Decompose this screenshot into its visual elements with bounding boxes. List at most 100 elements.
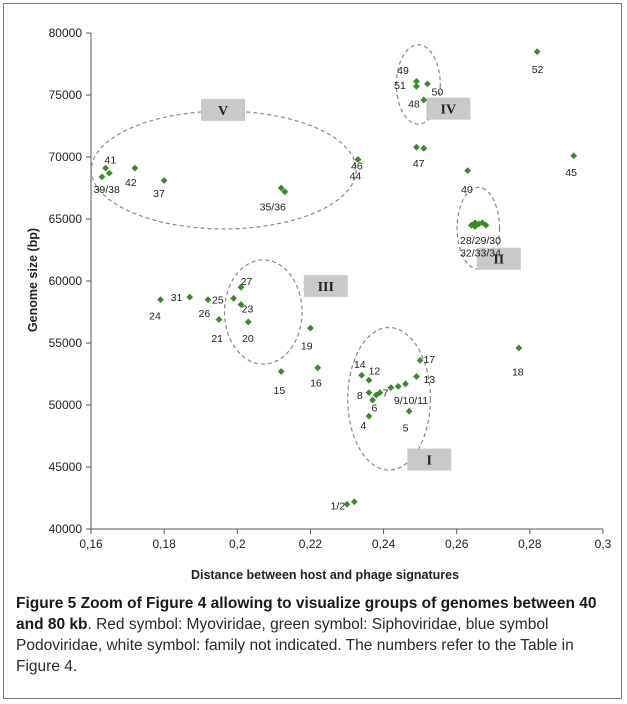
y-axis-title: Genome size (bp) — [26, 228, 40, 332]
point-label: 14 — [354, 359, 366, 371]
scatter-chart: 0,16 0,18 0,2 0,22 0,24 0,26 0,28 0,34000045000… — [26, 26, 612, 582]
data-point — [102, 164, 110, 172]
y-tick-label: 55000 — [49, 336, 83, 350]
caption-text: . Red symbol: Myoviridae, green symbol: … — [16, 616, 574, 675]
data-point — [281, 188, 289, 196]
group-ellipse — [90, 110, 357, 230]
data-point — [244, 318, 252, 326]
data-point — [369, 396, 376, 404]
point-label: 41 — [105, 154, 117, 166]
point-label: 48 — [408, 99, 420, 111]
point-label: 35/36 — [260, 202, 286, 214]
point-label: 25 — [212, 295, 224, 307]
point-label: 8 — [357, 390, 363, 402]
data-point — [354, 156, 362, 163]
data-point — [186, 293, 194, 301]
point-label: 12 — [369, 365, 381, 377]
point-label: 47 — [413, 158, 425, 170]
point-label: 19 — [301, 340, 313, 352]
y-tick-label: 50000 — [49, 398, 83, 412]
figure-label: Figure 5 — [16, 595, 77, 612]
figure-caption: Figure 5 Zoom of Figure 4 allowing to vi… — [16, 593, 616, 677]
data-point — [230, 294, 238, 302]
y-tick-label: 45000 — [49, 460, 83, 474]
data-point — [413, 82, 420, 90]
point-label: 6 — [372, 402, 378, 414]
data-point — [413, 373, 420, 380]
x-tick-label: 0,2 — [229, 537, 246, 551]
x-axis-title: Distance between host and phage signatur… — [191, 568, 459, 582]
data-point — [464, 167, 472, 175]
data-point — [365, 412, 373, 420]
y-tick-label: 80000 — [49, 26, 83, 40]
group-label-box — [201, 98, 246, 121]
data-point — [570, 152, 578, 160]
x-tick-label: 0,16 — [79, 537, 103, 551]
point-label: 4 — [361, 420, 367, 432]
data-point — [394, 383, 402, 390]
chart-axes: 0,16 0,18 0,2 0,22 0,24 0,26 0,28 0,34000045000… — [49, 26, 612, 551]
point-label: 24 — [149, 311, 161, 323]
data-point — [420, 144, 428, 152]
y-tick-label: 65000 — [49, 212, 83, 226]
data-point — [413, 143, 420, 151]
data-point — [307, 324, 314, 332]
point-label: 45 — [565, 167, 577, 179]
data-point — [277, 368, 285, 375]
point-label: 17 — [423, 354, 435, 366]
data-point — [237, 301, 245, 308]
point-label: 46 — [351, 161, 363, 173]
data-point — [416, 356, 424, 364]
point-label: 31 — [171, 292, 183, 304]
data-point — [98, 173, 106, 181]
data-point — [277, 184, 285, 192]
point-label: 26 — [199, 308, 211, 320]
data-point — [314, 364, 322, 372]
data-point — [420, 96, 428, 104]
point-label: 27 — [241, 276, 253, 288]
data-point — [160, 177, 168, 184]
data-point — [515, 344, 523, 352]
point-label: 32/33/34 — [460, 247, 501, 259]
data-point — [365, 376, 373, 384]
group-ellipse — [223, 259, 303, 365]
group-label-box — [426, 97, 471, 120]
group-label: II — [493, 253, 504, 268]
data-point — [471, 219, 479, 227]
data-point — [215, 316, 223, 323]
x-tick-label: 0,22 — [299, 537, 323, 551]
point-label: 18 — [512, 367, 524, 379]
point-label: 9/10/11 — [394, 395, 428, 407]
point-label: 16 — [310, 378, 322, 390]
group-label: I — [427, 454, 432, 469]
data-point — [204, 296, 212, 303]
group-label-box — [407, 448, 452, 471]
y-tick-label: 40000 — [49, 522, 83, 536]
point-label: 7 — [382, 388, 388, 400]
point-label: 44 — [350, 171, 362, 183]
y-tick-label: 60000 — [49, 274, 83, 288]
data-point — [387, 384, 395, 392]
x-tick-label: 0,28 — [518, 537, 542, 551]
point-label: 52 — [532, 64, 544, 76]
group-label: V — [218, 104, 228, 119]
group-label-box — [476, 247, 521, 270]
data-point — [424, 80, 431, 88]
data-point — [131, 164, 139, 172]
point-label: 49 — [397, 65, 409, 77]
point-label: 5 — [403, 422, 409, 434]
data-point — [402, 380, 409, 388]
x-tick-label: 0,3 — [595, 537, 612, 551]
point-label: 40 — [461, 184, 473, 196]
x-tick-label: 0,24 — [372, 537, 396, 551]
point-label: 37 — [153, 188, 165, 200]
data-point — [376, 389, 384, 396]
point-label: 39/38 — [94, 184, 120, 196]
figure-title: Zoom of Figure 4 allowing to visualize g… — [16, 595, 597, 633]
point-label: 21 — [211, 333, 223, 345]
point-label: 15 — [273, 385, 285, 397]
point-label: 28/29/30 — [460, 235, 501, 247]
y-tick-label: 75000 — [49, 88, 83, 102]
point-label: 50 — [431, 86, 443, 98]
